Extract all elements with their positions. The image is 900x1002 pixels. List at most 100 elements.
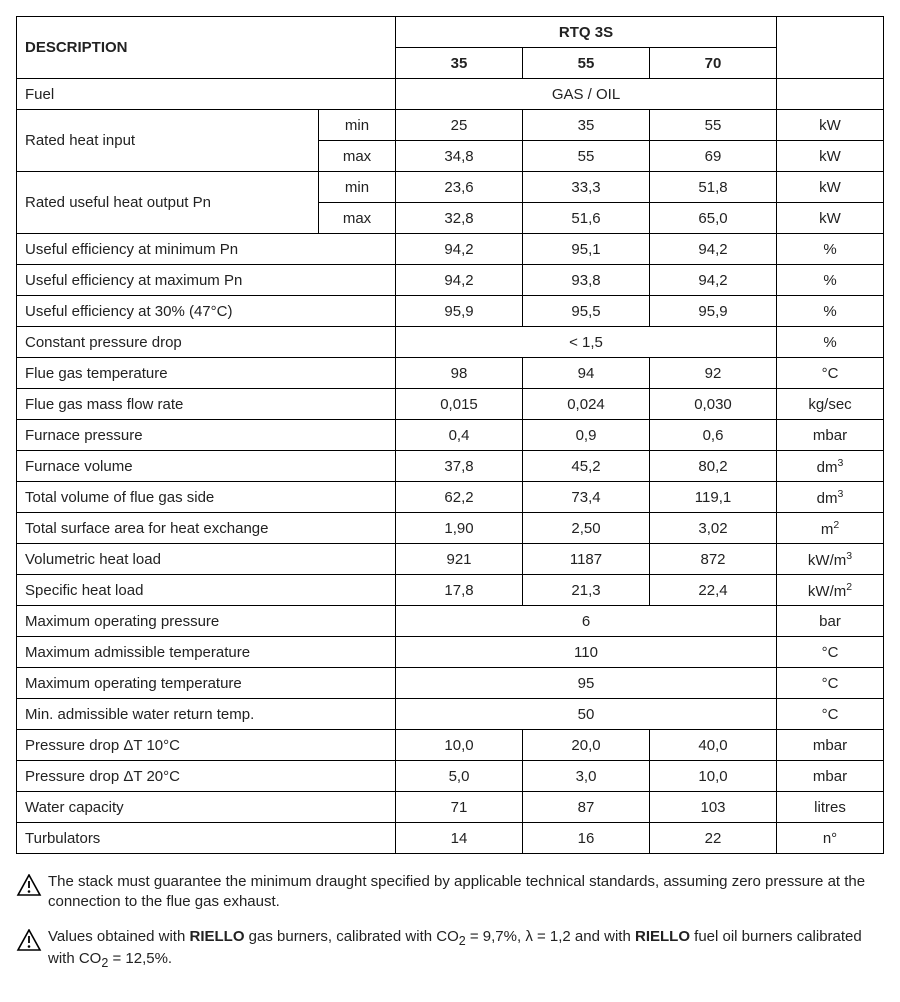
row-value: 55 bbox=[523, 141, 650, 172]
table-row: Rated useful heat output Pn min 23,6 33,… bbox=[17, 172, 884, 203]
row-value: 94,2 bbox=[650, 265, 777, 296]
row-value: 0,024 bbox=[523, 389, 650, 420]
row-value: 22,4 bbox=[650, 575, 777, 606]
row-value: 37,8 bbox=[396, 451, 523, 482]
row-value: 95,5 bbox=[523, 296, 650, 327]
row-label: Water capacity bbox=[17, 792, 396, 823]
row-unit: % bbox=[777, 234, 884, 265]
model-35-header: 35 bbox=[396, 48, 523, 79]
row-value: 45,2 bbox=[523, 451, 650, 482]
row-value: 95,9 bbox=[650, 296, 777, 327]
row-unit: kW bbox=[777, 110, 884, 141]
row-unit: kW bbox=[777, 141, 884, 172]
row-value: 35 bbox=[523, 110, 650, 141]
row-label: Flue gas mass flow rate bbox=[17, 389, 396, 420]
table-row: Useful efficiency at maximum Pn 94,2 93,… bbox=[17, 265, 884, 296]
row-unit: kW bbox=[777, 172, 884, 203]
row-value: 93,8 bbox=[523, 265, 650, 296]
note-2-part: Values obtained with bbox=[48, 928, 189, 945]
riello-brand: RIELLO bbox=[635, 928, 690, 945]
row-value: 33,3 bbox=[523, 172, 650, 203]
row-unit: % bbox=[777, 265, 884, 296]
row-sublabel: min bbox=[319, 172, 396, 203]
row-unit: % bbox=[777, 296, 884, 327]
row-unit: m2 bbox=[777, 513, 884, 544]
row-label: Maximum operating temperature bbox=[17, 668, 396, 699]
row-unit: litres bbox=[777, 792, 884, 823]
row-label: Pressure drop ΔT 20°C bbox=[17, 761, 396, 792]
note-2-part: = 12,5%. bbox=[108, 950, 172, 967]
row-value: 0,4 bbox=[396, 420, 523, 451]
table-row: Flue gas mass flow rate 0,015 0,024 0,03… bbox=[17, 389, 884, 420]
row-value: 17,8 bbox=[396, 575, 523, 606]
row-value: 3,0 bbox=[523, 761, 650, 792]
row-label: Pressure drop ΔT 10°C bbox=[17, 730, 396, 761]
row-unit: kW/m3 bbox=[777, 544, 884, 575]
warning-icon bbox=[16, 929, 42, 951]
row-label: Specific heat load bbox=[17, 575, 396, 606]
row-unit: kg/sec bbox=[777, 389, 884, 420]
row-value: 1,90 bbox=[396, 513, 523, 544]
table-row: Furnace volume 37,8 45,2 80,2 dm3 bbox=[17, 451, 884, 482]
row-value: 32,8 bbox=[396, 203, 523, 234]
row-value: 94,2 bbox=[650, 234, 777, 265]
row-unit: kW bbox=[777, 203, 884, 234]
table-row: Constant pressure drop < 1,5 % bbox=[17, 327, 884, 358]
row-unit: % bbox=[777, 327, 884, 358]
note-2-part: gas burners, calibrated with CO bbox=[244, 928, 458, 945]
row-label: Fuel bbox=[17, 79, 396, 110]
row-value: 51,6 bbox=[523, 203, 650, 234]
row-label: Volumetric heat load bbox=[17, 544, 396, 575]
row-value: 21,3 bbox=[523, 575, 650, 606]
row-value: 95,9 bbox=[396, 296, 523, 327]
row-value: 921 bbox=[396, 544, 523, 575]
row-value: 98 bbox=[396, 358, 523, 389]
row-value: 16 bbox=[523, 823, 650, 854]
table-row: Min. admissible water return temp. 50 °C bbox=[17, 699, 884, 730]
row-value: 0,9 bbox=[523, 420, 650, 451]
row-label: Useful efficiency at 30% (47°C) bbox=[17, 296, 396, 327]
row-span-value: 50 bbox=[396, 699, 777, 730]
co2-subscript: 2 bbox=[459, 934, 466, 948]
row-value: 25 bbox=[396, 110, 523, 141]
row-unit: mbar bbox=[777, 420, 884, 451]
row-unit: °C bbox=[777, 358, 884, 389]
row-value: 22 bbox=[650, 823, 777, 854]
row-value: 119,1 bbox=[650, 482, 777, 513]
row-value: 23,6 bbox=[396, 172, 523, 203]
table-row: Specific heat load 17,8 21,3 22,4 kW/m2 bbox=[17, 575, 884, 606]
co2-subscript: 2 bbox=[101, 956, 108, 970]
note-2-text: Values obtained with RIELLO gas burners,… bbox=[48, 927, 884, 973]
table-row: Maximum operating temperature 95 °C bbox=[17, 668, 884, 699]
table-row: Rated heat input min 25 35 55 kW bbox=[17, 110, 884, 141]
row-label: Total volume of flue gas side bbox=[17, 482, 396, 513]
row-value: 0,6 bbox=[650, 420, 777, 451]
row-label: Maximum admissible temperature bbox=[17, 637, 396, 668]
table-row: Total volume of flue gas side 62,2 73,4 … bbox=[17, 482, 884, 513]
row-label: Total surface area for heat exchange bbox=[17, 513, 396, 544]
row-value: 55 bbox=[650, 110, 777, 141]
row-unit: °C bbox=[777, 637, 884, 668]
row-label: Flue gas temperature bbox=[17, 358, 396, 389]
row-unit: n° bbox=[777, 823, 884, 854]
row-label: Maximum operating pressure bbox=[17, 606, 396, 637]
row-unit: dm3 bbox=[777, 451, 884, 482]
row-value: 87 bbox=[523, 792, 650, 823]
row-label: Useful efficiency at maximum Pn bbox=[17, 265, 396, 296]
row-value: 0,015 bbox=[396, 389, 523, 420]
row-value: 62,2 bbox=[396, 482, 523, 513]
row-unit: dm3 bbox=[777, 482, 884, 513]
table-row: Total surface area for heat exchange 1,9… bbox=[17, 513, 884, 544]
warning-icon bbox=[16, 874, 42, 896]
row-value: 1187 bbox=[523, 544, 650, 575]
note-1-text: The stack must guarantee the minimum dra… bbox=[48, 872, 884, 913]
row-value: 73,4 bbox=[523, 482, 650, 513]
row-label: Useful efficiency at minimum Pn bbox=[17, 234, 396, 265]
table-row: Useful efficiency at minimum Pn 94,2 95,… bbox=[17, 234, 884, 265]
table-row: Turbulators 14 16 22 n° bbox=[17, 823, 884, 854]
row-value: 71 bbox=[396, 792, 523, 823]
row-label: Furnace pressure bbox=[17, 420, 396, 451]
row-span-value: 110 bbox=[396, 637, 777, 668]
row-value: 51,8 bbox=[650, 172, 777, 203]
row-value: 0,030 bbox=[650, 389, 777, 420]
